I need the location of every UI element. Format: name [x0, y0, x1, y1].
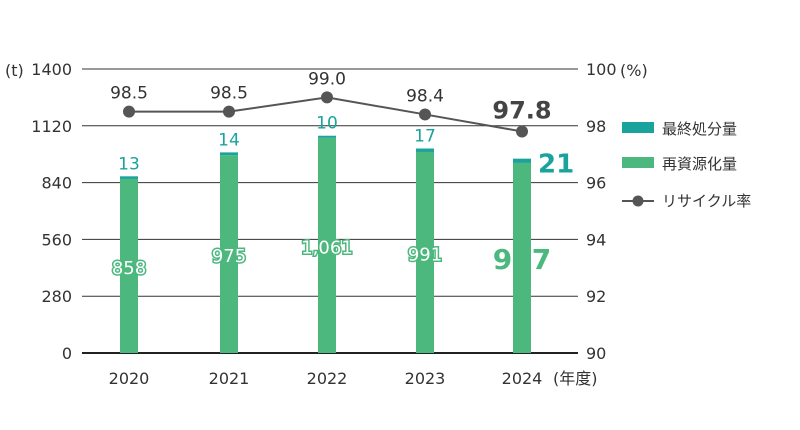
- left-tick-label: 840: [41, 174, 72, 193]
- data-label-final-disposal: 13: [118, 154, 140, 174]
- legend-marker-recycling-rate: [632, 195, 644, 207]
- right-tick-label: 100: [586, 60, 617, 79]
- data-label-final-disposal: 21: [538, 150, 574, 180]
- legend-label-final-disposal: 最終処分量: [662, 120, 737, 138]
- bar-final-disposal: [318, 135, 336, 138]
- x-axis: (年度) 2020 2021 2022 2023 2024: [109, 369, 598, 388]
- x-tick-label: 2021: [209, 369, 250, 388]
- data-label-final-disposal: 10: [316, 114, 338, 134]
- right-tick-label: 92: [586, 287, 606, 306]
- left-tick-label: 560: [41, 230, 72, 249]
- legend-label-recycling-rate: リサイクル率: [662, 192, 751, 210]
- data-label-recycling-rate: 98.5: [210, 84, 248, 104]
- recycling-rate-point: [123, 105, 135, 118]
- left-tick-label: 1400: [31, 60, 72, 79]
- bar-final-disposal: [416, 148, 434, 152]
- right-axis-unit: (%): [620, 61, 648, 80]
- left-axis: (t) 0 280 560 840 1120 1400: [5, 60, 72, 363]
- right-tick-label: 98: [586, 117, 606, 136]
- right-tick-label: 96: [586, 174, 606, 193]
- recycling-rate-point: [321, 91, 333, 104]
- data-label-recycled: 975: [212, 246, 246, 267]
- x-tick-label: 2024: [502, 369, 543, 388]
- legend: 最終処分量 再資源化量 リサイクル率: [622, 120, 751, 210]
- left-tick-label: 280: [41, 287, 72, 306]
- bar-final-disposal: [220, 152, 238, 156]
- bar-final-disposal: [513, 158, 531, 163]
- bars: [120, 135, 531, 353]
- x-tick-label: 2020: [109, 369, 150, 388]
- left-tick-label: 0: [62, 344, 72, 363]
- data-labels: 858 13 975 14 1,061 10 991 17 937 21 98.5 98.5 99.0 9…: [110, 69, 574, 280]
- bar-final-disposal: [120, 176, 138, 179]
- recycling-rate-point: [419, 108, 431, 121]
- legend-swatch-recycled: [622, 157, 654, 168]
- data-label-recycled: 991: [408, 244, 442, 265]
- legend-label-recycled: 再資源化量: [662, 155, 737, 173]
- data-label-recycled: 1,061: [301, 237, 353, 258]
- recycling-rate-point: [223, 105, 235, 118]
- data-label-recycled: 937: [493, 243, 551, 276]
- left-tick-label: 1120: [31, 117, 72, 136]
- bar-recycled: [416, 151, 434, 353]
- data-label-final-disposal: 17: [414, 127, 436, 147]
- data-label-recycling-rate: 98.5: [110, 84, 148, 104]
- data-label-final-disposal: 14: [218, 130, 240, 150]
- bar-recycled: [220, 155, 238, 353]
- left-axis-unit: (t): [5, 61, 24, 80]
- recycling-rate-point: [516, 125, 528, 138]
- bar-recycled: [120, 178, 138, 353]
- x-tick-label: 2022: [307, 369, 348, 388]
- x-tick-label: 2023: [405, 369, 446, 388]
- data-label-recycling-rate: 98.4: [406, 86, 444, 106]
- data-label-recycled: 858: [112, 258, 146, 279]
- right-axis: (%) 90 92 94 96 98 100: [586, 60, 648, 363]
- x-axis-unit: (年度): [553, 369, 598, 388]
- recycling-rate-line: [123, 91, 528, 138]
- right-tick-label: 94: [586, 230, 606, 249]
- legend-swatch-final-disposal: [622, 122, 654, 133]
- bar-recycled: [318, 137, 336, 353]
- right-tick-label: 90: [586, 344, 606, 363]
- data-label-recycling-rate: 99.0: [308, 69, 346, 89]
- bar-recycled: [513, 162, 531, 353]
- data-label-recycling-rate: 97.8: [492, 96, 551, 124]
